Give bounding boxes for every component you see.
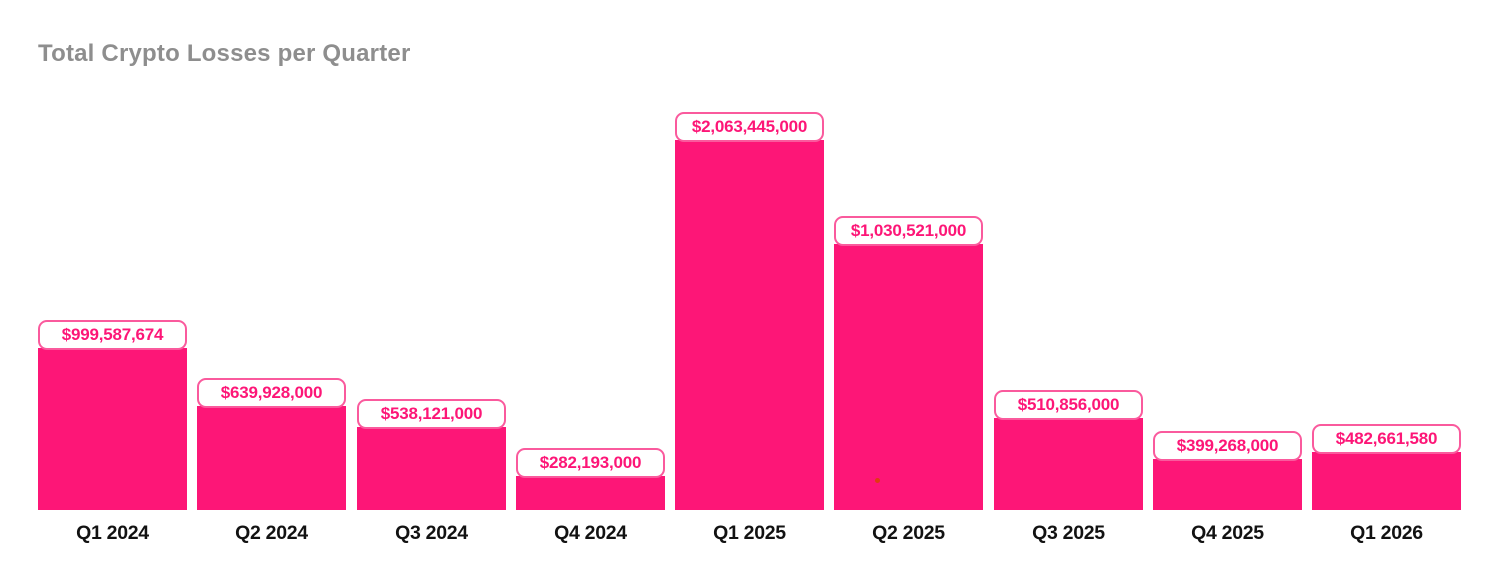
chart-title: Total Crypto Losses per Quarter xyxy=(38,40,411,67)
value-label-q1-2024: $999,587,674 xyxy=(38,320,187,350)
bar-q1-2024 xyxy=(38,348,187,510)
x-label-q3-2024: Q3 2024 xyxy=(395,522,468,544)
bar-q1-2026 xyxy=(1312,452,1461,510)
value-label-q3-2024: $538,121,000 xyxy=(357,399,506,429)
bar-group-q3-2024[interactable]: $538,121,000 xyxy=(357,399,506,510)
bar-group-q2-2025[interactable]: $1,030,521,000 xyxy=(834,216,983,510)
bar-q3-2024 xyxy=(357,427,506,510)
bar-q4-2024 xyxy=(516,476,665,510)
red-dot-artifact xyxy=(875,478,880,483)
value-label-q3-2025: $510,856,000 xyxy=(994,390,1143,420)
bar-group-q4-2025[interactable]: $399,268,000 xyxy=(1153,431,1302,510)
bar-group-q1-2026[interactable]: $482,661,580 xyxy=(1312,424,1461,510)
bar-q3-2025 xyxy=(994,418,1143,510)
value-label-q1-2025: $2,063,445,000 xyxy=(675,112,824,142)
value-label-q4-2025: $399,268,000 xyxy=(1153,431,1302,461)
x-label-q2-2024: Q2 2024 xyxy=(235,522,308,544)
bar-q2-2025 xyxy=(834,244,983,510)
x-label-q4-2025: Q4 2025 xyxy=(1191,522,1264,544)
value-label-q2-2025: $1,030,521,000 xyxy=(834,216,983,246)
bar-group-q4-2024[interactable]: $282,193,000 xyxy=(516,448,665,510)
value-label-q4-2024: $282,193,000 xyxy=(516,448,665,478)
bar-q2-2024 xyxy=(197,406,346,510)
x-label-q1-2025: Q1 2025 xyxy=(713,522,786,544)
value-label-q2-2024: $639,928,000 xyxy=(197,378,346,408)
value-label-q1-2026: $482,661,580 xyxy=(1312,424,1461,454)
bar-group-q1-2024[interactable]: $999,587,674 xyxy=(38,320,187,510)
x-label-q4-2024: Q4 2024 xyxy=(554,522,627,544)
bar-group-q1-2025[interactable]: $2,063,445,000 xyxy=(675,112,824,510)
x-label-q1-2026: Q1 2026 xyxy=(1350,522,1423,544)
x-label-q1-2024: Q1 2024 xyxy=(76,522,149,544)
x-label-q3-2025: Q3 2025 xyxy=(1032,522,1105,544)
x-label-q2-2025: Q2 2025 xyxy=(872,522,945,544)
bar-q4-2025 xyxy=(1153,459,1302,510)
bar-group-q3-2025[interactable]: $510,856,000 xyxy=(994,390,1143,510)
bar-q1-2025 xyxy=(675,140,824,510)
bar-group-q2-2024[interactable]: $639,928,000 xyxy=(197,378,346,510)
